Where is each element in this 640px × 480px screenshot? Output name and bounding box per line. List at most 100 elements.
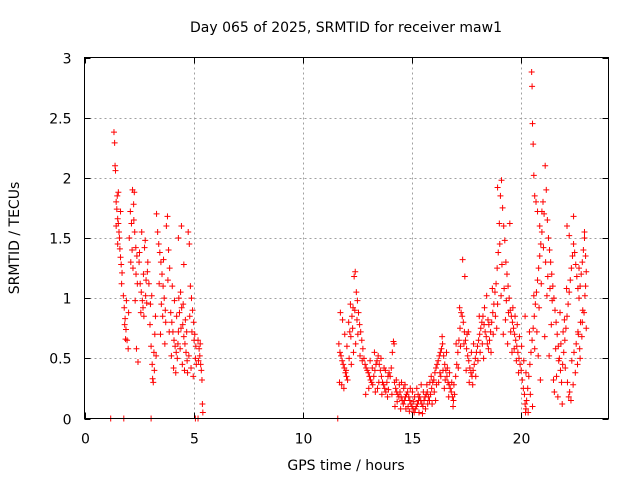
data-point [427, 391, 434, 398]
data-point [554, 393, 561, 400]
data-point [532, 301, 539, 308]
data-point [423, 381, 430, 388]
data-point [560, 328, 567, 335]
data-point [374, 385, 381, 392]
x-tick-label: 20 [513, 432, 531, 448]
data-point [402, 381, 409, 388]
data-point [536, 253, 543, 260]
data-point [512, 313, 519, 320]
data-point [156, 249, 163, 256]
data-point [462, 337, 469, 344]
data-point [347, 301, 354, 308]
data-point [505, 283, 512, 290]
data-point [380, 381, 387, 388]
data-point [533, 289, 540, 296]
data-point [179, 361, 186, 368]
data-point [154, 228, 161, 235]
data-point [581, 228, 588, 235]
data-point [510, 325, 517, 332]
data-point [360, 355, 367, 362]
data-point [517, 361, 524, 368]
data-point [506, 220, 513, 227]
data-point [362, 391, 369, 398]
data-point [489, 309, 496, 316]
data-point [168, 319, 175, 326]
data-point [490, 331, 497, 338]
data-point [371, 349, 378, 356]
data-point [521, 391, 528, 398]
data-point [448, 389, 455, 396]
data-point [378, 391, 385, 398]
data-point [391, 403, 398, 410]
data-point [196, 345, 203, 352]
data-point [537, 241, 544, 248]
data-point [369, 364, 376, 371]
data-point [389, 349, 396, 356]
data-point [498, 261, 505, 268]
data-point [460, 340, 467, 347]
data-point [183, 349, 190, 356]
data-point [562, 364, 569, 371]
data-point [443, 373, 450, 380]
data-point [124, 337, 131, 344]
data-point [131, 189, 138, 196]
data-point [114, 215, 121, 222]
data-point [420, 389, 427, 396]
data-point [428, 385, 435, 392]
data-point [466, 379, 473, 386]
data-point [451, 391, 458, 398]
x-tick-label: 10 [295, 432, 313, 448]
x-tick-label: 0 [81, 432, 90, 448]
data-point [339, 357, 346, 364]
data-point [558, 379, 565, 386]
data-point [180, 261, 187, 268]
data-point [565, 301, 572, 308]
data-point [429, 401, 436, 408]
data-point [356, 321, 363, 328]
data-point [533, 198, 540, 205]
data-point [133, 271, 140, 278]
data-point [541, 333, 548, 340]
data-point [351, 307, 358, 314]
data-point [418, 381, 425, 388]
data-point [140, 271, 147, 278]
data-point [130, 216, 137, 223]
data-point [113, 222, 120, 229]
data-point [554, 331, 561, 338]
data-point [499, 204, 506, 211]
data-point [513, 357, 520, 364]
data-point [195, 357, 202, 364]
data-point [186, 313, 193, 320]
data-point [138, 289, 145, 296]
data-point [536, 222, 543, 229]
data-point [392, 385, 399, 392]
data-point [189, 307, 196, 314]
data-point [151, 331, 158, 338]
data-point [472, 373, 479, 380]
data-point [386, 369, 393, 376]
data-point [387, 373, 394, 380]
data-point [572, 261, 579, 268]
data-point [523, 397, 530, 404]
data-point [461, 273, 468, 280]
data-point [570, 241, 577, 248]
data-point [463, 367, 470, 374]
data-point [115, 228, 122, 235]
data-point [566, 289, 573, 296]
data-point [409, 389, 416, 396]
data-point [546, 247, 553, 254]
data-point [522, 369, 529, 376]
data-point [519, 376, 526, 383]
data-point [529, 83, 536, 90]
data-point [535, 265, 542, 272]
data-point [455, 337, 462, 344]
data-point [432, 397, 439, 404]
data-point [411, 393, 418, 400]
data-point [566, 232, 573, 239]
data-point [570, 381, 577, 388]
data-point [477, 325, 484, 332]
data-point [188, 364, 195, 371]
data-point [579, 319, 586, 326]
data-point [486, 337, 493, 344]
data-point [407, 385, 414, 392]
